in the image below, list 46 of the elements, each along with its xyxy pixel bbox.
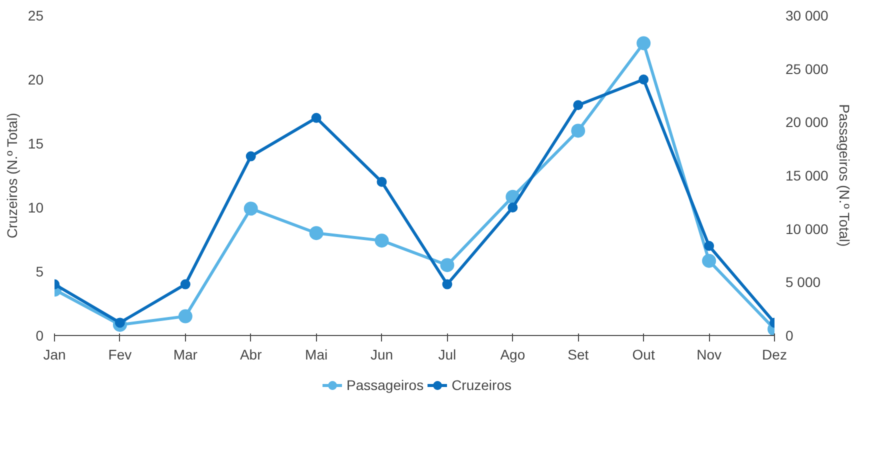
y-tick-label: 0 — [36, 328, 44, 344]
point — [309, 226, 324, 240]
point — [573, 100, 584, 110]
y-tick-label: 25 — [28, 8, 44, 24]
x-tick-label: Mai — [305, 346, 328, 362]
x-tick-label: Mar — [173, 346, 198, 362]
y2-tick-label: 0 — [786, 328, 794, 344]
point — [702, 254, 716, 268]
y-axis-title: Cruzeiros (N.º Total) — [4, 112, 20, 238]
point — [636, 36, 651, 50]
y2-tick-label: 30 000 — [786, 8, 829, 24]
y2-tick-label: 20 000 — [786, 114, 829, 130]
x-tick-label: Jul — [438, 346, 456, 362]
x-tick-label: Nov — [696, 346, 722, 362]
point — [178, 309, 192, 324]
point — [440, 258, 454, 272]
point — [180, 279, 190, 290]
x-tick-label: Fev — [108, 346, 132, 362]
point — [442, 279, 452, 290]
point — [571, 124, 586, 138]
y-tick-label: 15 — [28, 136, 44, 152]
y2-tick-label: 10 000 — [786, 220, 829, 237]
x-tick-label: Ago — [500, 346, 526, 362]
point — [638, 74, 649, 84]
y2-tick-label: 5 000 — [786, 274, 821, 290]
x-tick-label: Abr — [240, 346, 262, 362]
y-tick-label: 20 — [28, 72, 44, 88]
point — [244, 202, 258, 216]
y-tick-label: 10 — [28, 200, 44, 216]
y-tick-label: 5 — [36, 264, 44, 280]
point — [508, 202, 518, 212]
x-tick-label: Jun — [370, 346, 394, 362]
point — [311, 112, 322, 123]
point — [374, 234, 389, 248]
point — [376, 176, 387, 187]
point — [704, 240, 714, 251]
point — [246, 151, 256, 162]
x-tick-label: Dez — [762, 346, 787, 362]
y2-tick-label: 25 000 — [786, 60, 829, 77]
x-tick-label: Out — [632, 346, 655, 362]
legend-label: Passageiros — [346, 377, 424, 393]
y2-axis-title: Passageiros (N.º Total) — [836, 104, 852, 247]
x-tick-label: Jan — [43, 346, 66, 362]
x-tick-label: Set — [568, 346, 589, 362]
y2-tick-label: 15 000 — [786, 168, 829, 184]
legend-label: Cruzeiros — [452, 377, 512, 393]
